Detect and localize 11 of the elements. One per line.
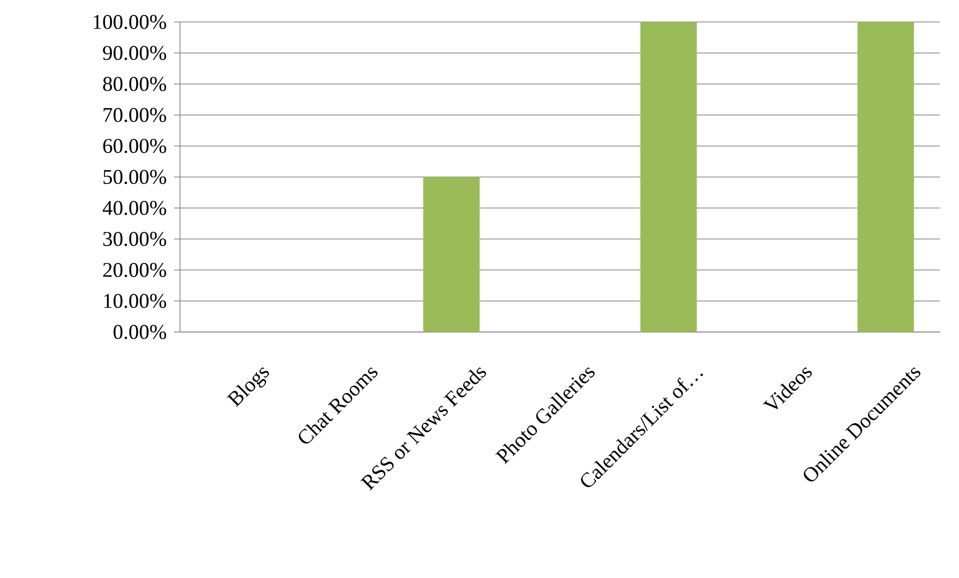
y-tick-label: 40.00% bbox=[102, 200, 166, 216]
y-tick-label: 90.00% bbox=[102, 46, 166, 60]
y-tick-label: 70.00% bbox=[104, 108, 166, 122]
y-tick-label: 60.00% bbox=[103, 138, 166, 154]
y-tick-label: 20.00% bbox=[103, 262, 166, 278]
y-tick-label: 50.00% bbox=[104, 170, 166, 184]
y-tick-label: 100.00% bbox=[94, 14, 166, 30]
y-tick-label: 80.00% bbox=[103, 76, 166, 92]
y-tick-label: 0.00% bbox=[114, 324, 166, 340]
y-tick-label: 10.00% bbox=[104, 294, 166, 308]
y-tick-label: 30.00% bbox=[103, 232, 166, 246]
